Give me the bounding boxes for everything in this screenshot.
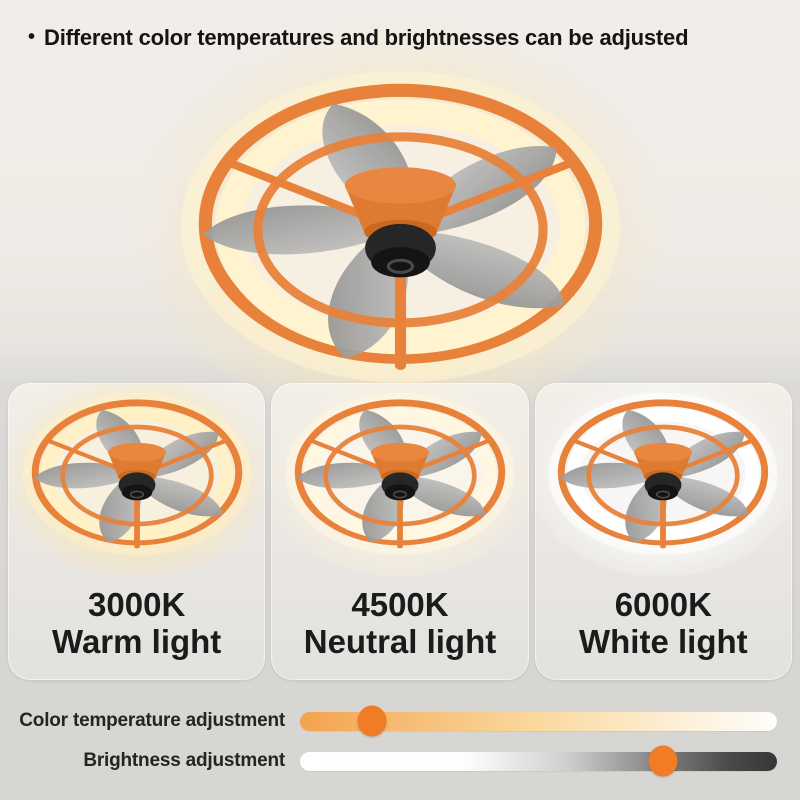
fan-image-white xyxy=(534,383,792,578)
brightness-slider-track[interactable] xyxy=(300,745,777,777)
headline: • Different color temperatures and brigh… xyxy=(28,24,689,51)
color-temperature-panels: 3000K Warm light xyxy=(0,383,800,680)
color-temperature-slider-row: Color temperature adjustment xyxy=(0,701,800,741)
color-temperature-slider-track[interactable] xyxy=(300,705,777,737)
panel-3000k-warm: 3000K Warm light xyxy=(8,383,266,680)
color-temperature-slider-label: Color temperature adjustment xyxy=(19,710,285,731)
adjustment-sliders: Color temperature adjustment Brightness … xyxy=(0,690,800,781)
ceiling-fan-image xyxy=(178,62,623,386)
temperature-label: Warm light xyxy=(52,623,222,660)
brightness-slider-knob[interactable] xyxy=(648,745,678,777)
brightness-slider-label: Brightness adjustment xyxy=(83,750,285,771)
brightness-slider-row: Brightness adjustment xyxy=(0,741,800,781)
headline-text: Different color temperatures and brightn… xyxy=(44,25,689,50)
temperature-value: 4500K xyxy=(351,586,449,623)
bullet-point: • xyxy=(28,26,36,48)
fan-image-warm xyxy=(8,383,266,578)
panel-6000k-white: 6000K White light xyxy=(534,383,792,680)
temperature-label: White light xyxy=(579,623,748,660)
temperature-value: 3000K xyxy=(88,586,186,623)
panel-4500k-neutral: 4500K Neutral light xyxy=(271,383,529,680)
panel-caption: 4500K Neutral light xyxy=(271,586,528,660)
fan-image-neutral xyxy=(271,383,529,578)
temperature-value: 6000K xyxy=(614,586,712,623)
temperature-label: Neutral light xyxy=(303,623,497,660)
color-temperature-slider-knob[interactable] xyxy=(357,705,387,737)
panel-caption: 3000K Warm light xyxy=(8,586,265,660)
product-photo-main xyxy=(137,23,664,425)
panel-caption: 6000K White light xyxy=(535,586,792,660)
